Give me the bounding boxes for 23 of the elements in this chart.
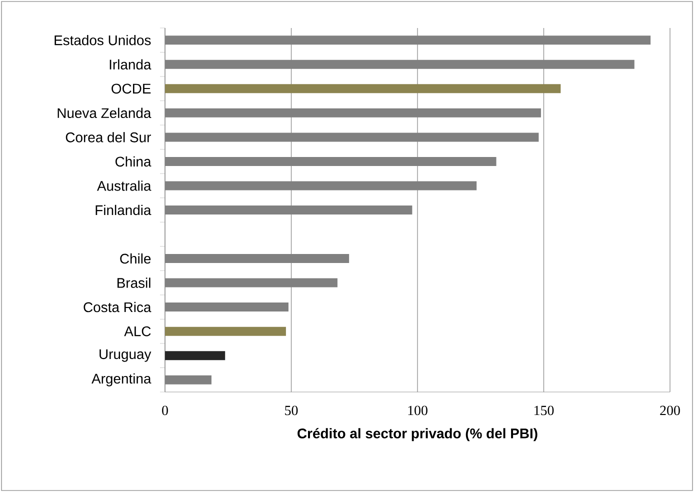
y-tick-label: Uruguay bbox=[100, 349, 152, 362]
y-tick-label: ALC bbox=[124, 326, 151, 336]
x-tick-label: 150 bbox=[534, 406, 554, 416]
x-tick-label: 50 bbox=[285, 406, 298, 416]
y-tick-label: China bbox=[115, 156, 152, 167]
y-tick-label: Brasil bbox=[118, 278, 150, 288]
x-tick-label: 100 bbox=[408, 406, 428, 416]
y-tick-label: Finlandia bbox=[96, 204, 152, 216]
x-tick-label: 0 bbox=[162, 406, 168, 416]
y-tick-label: Estados Unidos bbox=[54, 35, 151, 46]
y-tick-label: Corea del Sur bbox=[66, 132, 151, 142]
y-tick-label: Nueva Zelanda bbox=[58, 108, 152, 118]
x-axis-title: Crédito al sector privado (% del PBI) bbox=[298, 428, 538, 442]
bar bbox=[165, 326, 286, 336]
y-tick-label: OCDE bbox=[112, 84, 151, 94]
bar bbox=[165, 351, 226, 360]
y-tick-label: Chile bbox=[120, 253, 151, 264]
x-tick-label: 200 bbox=[660, 406, 680, 416]
y-tick-label: Australia bbox=[97, 180, 152, 191]
bar bbox=[165, 84, 561, 94]
y-tick-label: Irlanda bbox=[110, 59, 152, 70]
y-tick-label: Argentina bbox=[92, 373, 152, 386]
y-tick-label: Costa Rica bbox=[84, 302, 152, 312]
